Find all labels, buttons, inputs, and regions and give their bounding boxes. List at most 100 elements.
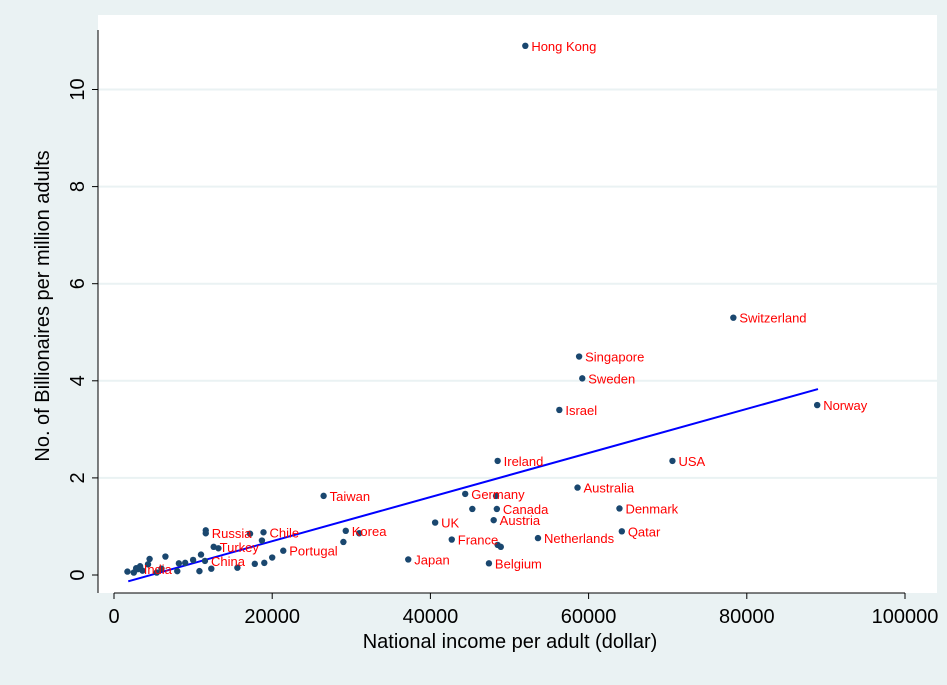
data-point [153, 569, 160, 576]
y-tick-label: 8 [67, 181, 89, 192]
data-point-label: Norway [823, 398, 868, 413]
axes [97, 30, 905, 594]
data-point [174, 567, 181, 575]
data-point [210, 543, 217, 551]
data-point-label: China [211, 554, 246, 569]
data-point [197, 551, 205, 558]
y-axis-label: No. of Billionaires per million adults [32, 150, 54, 461]
plot-area [98, 15, 937, 593]
data-point [261, 559, 268, 567]
data-point [462, 490, 469, 498]
data-point [269, 554, 276, 561]
data-point [134, 565, 141, 573]
data-point-label: Qatar [628, 524, 661, 539]
y-axis-ticks: 0 2 4 6 8 10 [67, 78, 98, 581]
data-points: Hong Kong Switzerland Singapore Sweden Israe… [124, 39, 868, 577]
data-point-label: Austria [500, 513, 541, 528]
data-point-label: Turkey [220, 540, 260, 555]
data-point [618, 528, 626, 535]
x-tick-label: 20000 [244, 606, 300, 628]
data-point-label: Chile [269, 525, 299, 540]
data-point-label: Russia [212, 526, 253, 541]
data-point-label: Sweden [588, 371, 635, 386]
data-point [356, 530, 363, 537]
data-point [494, 457, 501, 465]
data-point-label: Japan [414, 552, 449, 567]
data-point [320, 492, 327, 500]
data-point [189, 556, 197, 564]
data-point [158, 565, 165, 572]
data-point [534, 534, 542, 542]
data-point [146, 555, 153, 563]
data-point [175, 560, 183, 567]
data-point [522, 42, 529, 50]
data-point [201, 557, 209, 565]
data-point [574, 484, 581, 491]
data-point-label: Switzerland [739, 311, 806, 326]
data-point [208, 565, 215, 572]
data-point-label: UK [441, 516, 459, 531]
x-tick-label: 60000 [561, 606, 617, 628]
data-point-label: Singapore [585, 350, 644, 365]
data-point [575, 353, 583, 360]
y-tick-label: 2 [67, 472, 89, 483]
data-point-label: Taiwan [330, 489, 370, 504]
data-point-label: Belgium [495, 556, 542, 571]
fit-line-group [127, 388, 819, 583]
data-point [340, 538, 347, 546]
x-tick-label: 0 [108, 606, 119, 628]
data-point [124, 568, 131, 575]
data-point [181, 559, 189, 567]
data-point [144, 561, 152, 568]
data-point [485, 560, 493, 567]
data-point-label: France [458, 533, 498, 548]
x-tick-label: 100000 [872, 606, 939, 628]
data-point [251, 560, 258, 568]
y-tick-label: 4 [67, 375, 89, 386]
x-axis-label: National income per adult (dollar) [363, 631, 658, 653]
data-point [431, 519, 439, 526]
gridlines [98, 88, 937, 479]
data-point [196, 567, 203, 575]
x-tick-label: 40000 [403, 606, 459, 628]
data-point-label: Denmark [625, 501, 678, 516]
data-point [616, 505, 623, 512]
y-tick-label: 10 [67, 78, 89, 100]
data-point-label: Hong Kong [531, 39, 596, 54]
data-point [202, 530, 209, 537]
data-point [493, 505, 501, 513]
data-point [405, 556, 412, 563]
data-point [448, 536, 455, 543]
data-point [492, 492, 500, 500]
data-point [258, 537, 266, 544]
data-point-label: Canada [503, 502, 549, 517]
x-tick-label: 80000 [719, 606, 775, 628]
y-tick-label: 0 [67, 569, 89, 580]
data-point [162, 553, 169, 560]
data-point-label: USA [678, 454, 705, 469]
data-point [813, 401, 821, 409]
data-point [490, 516, 497, 524]
data-point [469, 505, 476, 513]
x-axis-ticks: 0 20000 40000 60000 80000 100000 [108, 593, 938, 628]
data-point [669, 457, 676, 465]
data-point-label: Australia [584, 481, 635, 496]
data-point-label: Israel [565, 403, 597, 418]
data-point [342, 527, 349, 535]
data-point [234, 564, 241, 571]
data-point [280, 547, 287, 554]
data-point-label: Germany [471, 487, 525, 502]
data-point [556, 406, 563, 414]
y-tick-label: 6 [67, 278, 89, 289]
data-point-label: India [144, 562, 173, 577]
data-point [246, 530, 254, 537]
data-point-label: Netherlands [544, 531, 615, 546]
data-point-label: Korea [352, 524, 387, 539]
data-point [579, 375, 586, 382]
data-point [730, 314, 737, 321]
data-point [260, 529, 267, 536]
data-point [497, 543, 504, 551]
data-point-label: Portugal [289, 544, 338, 559]
data-point-label: Ireland [504, 454, 544, 469]
